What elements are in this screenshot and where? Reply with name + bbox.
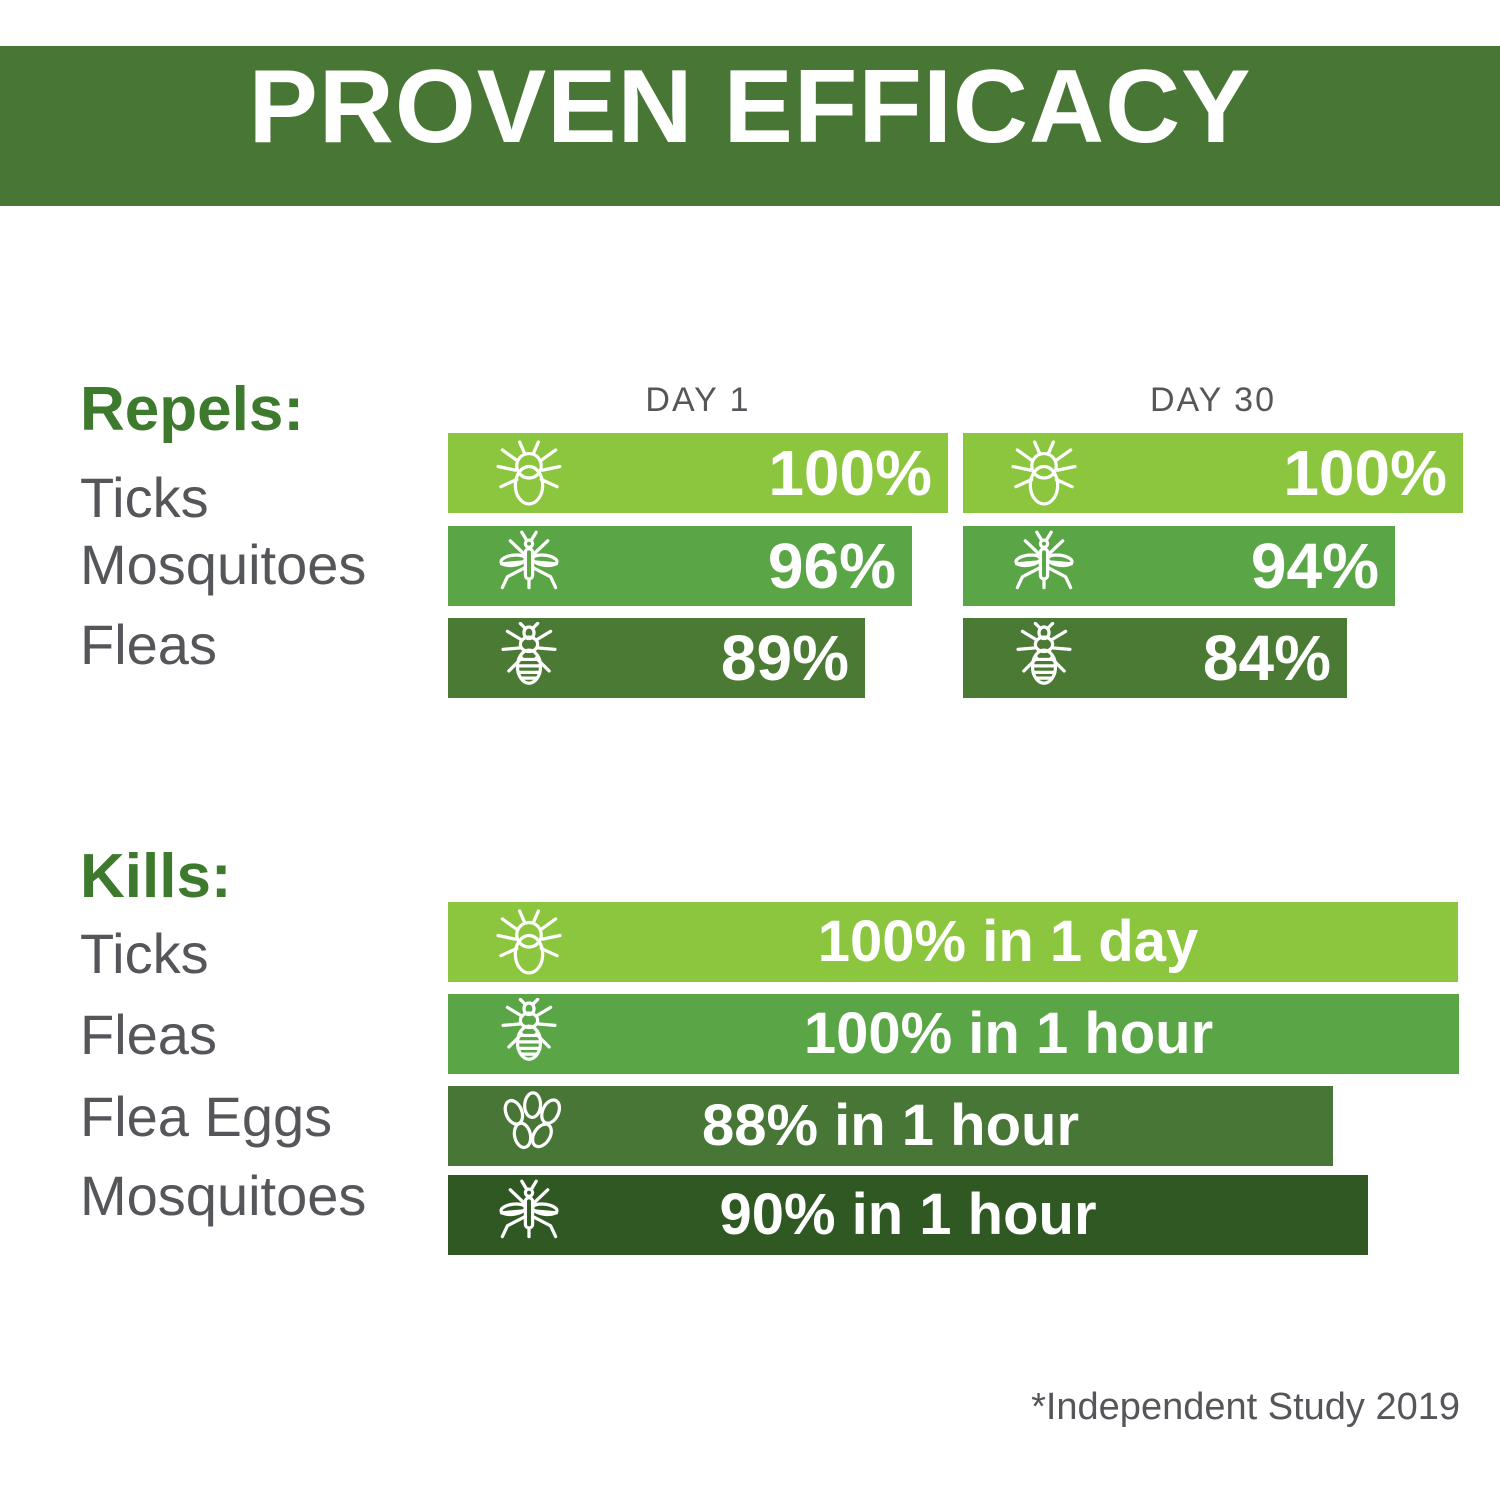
page-title: PROVEN EFFICACY [248,49,1252,165]
kills-label-fleas: Fleas [80,1003,217,1066]
flea-eggs-icon [500,1090,565,1152]
mosquito-icon [498,530,560,590]
header-banner: PROVEN EFFICACY [0,46,1500,206]
repels-label-fleas: Fleas [80,613,217,676]
repels-label-ticks: Ticks [80,466,209,529]
repels-mosquitoes-day1-value: 96% [767,530,896,602]
day1-column-header: DAY 1 [645,381,751,419]
bar-repels-fleas-day30: 84% [963,618,1347,698]
bar-repels-fleas-day1: 89% [448,618,865,698]
kills-label-ticks: Ticks [80,922,209,985]
repels-ticks-day1-value: 100% [768,437,932,509]
repels-heading: Repels: [80,375,304,444]
mosquito-icon [498,1179,560,1239]
flea-icon [501,622,557,685]
bar-repels-mosquitoes-day30: 94% [963,526,1395,606]
kills-fleas-value: 100% in 1 hour [803,1001,1214,1066]
kills-label-mosquitoes: Mosquitoes [80,1164,367,1227]
bar-kills-mosquitoes: 90% in 1 hour [448,1175,1368,1255]
bar-kills-fleas: 100% in 1 hour [448,994,1459,1074]
flea-icon [501,998,557,1061]
repels-label-mosquitoes: Mosquitoes [80,533,367,596]
repels-fleas-day30-value: 84% [1202,622,1331,694]
repels-mosquitoes-day30-value: 94% [1250,530,1379,602]
bar-kills-ticks: 100% in 1 day [448,902,1458,982]
mosquito-icon [1013,530,1075,590]
kills-flea-eggs-value: 88% in 1 hour [701,1093,1080,1158]
repels-fleas-day1-value: 89% [720,622,849,694]
tick-icon [496,440,562,506]
kills-mosquitoes-value: 90% in 1 hour [719,1182,1097,1247]
bar-repels-mosquitoes-day1: 96% [448,526,912,606]
kills-label-flea-eggs: Flea Eggs [80,1085,333,1148]
flea-icon [1016,622,1072,685]
day30-column-header: DAY 30 [1149,381,1277,419]
bar-repels-ticks-day30: 100% [963,433,1463,513]
tick-icon [496,909,562,975]
kills-heading: Kills: [80,842,232,911]
kills-ticks-value: 100% in 1 day [817,909,1199,974]
study-footnote: *Independent Study 2019 [1031,1386,1460,1428]
repels-ticks-day30-value: 100% [1283,437,1447,509]
tick-icon [1011,440,1077,506]
bar-kills-flea-eggs: 88% in 1 hour [448,1086,1333,1166]
bar-repels-ticks-day1: 100% [448,433,948,513]
